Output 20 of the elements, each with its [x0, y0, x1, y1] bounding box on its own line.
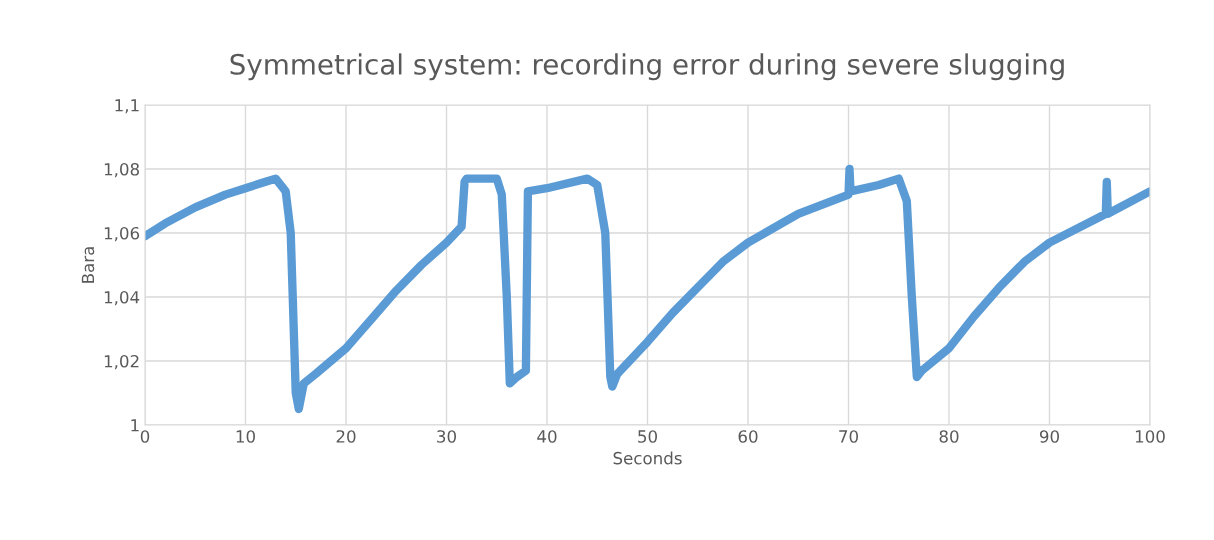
x-tick-label: 0	[140, 430, 150, 443]
x-tick-label: 40	[537, 430, 557, 443]
y-tick-label: 1,02	[104, 354, 139, 370]
y-tick-label: 1	[131, 419, 139, 432]
y-tick-label: 1,08	[104, 162, 139, 178]
x-axis-title: Seconds	[613, 451, 682, 465]
y-tick-label: 1,04	[104, 290, 140, 306]
x-tick-label: 90	[1039, 430, 1059, 443]
x-tick-label: 20	[336, 430, 356, 443]
x-tick-label: 70	[839, 430, 858, 443]
y-axis-title: Bara	[81, 247, 95, 283]
x-tick-label: 100	[1135, 430, 1165, 443]
x-tick-label: 10	[236, 430, 255, 443]
chart-title: Symmetrical system: recording error during severe slugging	[230, 53, 1064, 81]
y-tick-label: 1,06	[104, 226, 140, 242]
x-tick-label: 30	[437, 430, 456, 443]
x-tick-label: 60	[738, 430, 758, 443]
x-tick-label: 80	[939, 430, 959, 443]
y-tick-label: 1,1	[115, 99, 139, 114]
x-tick-label: 50	[638, 430, 657, 443]
